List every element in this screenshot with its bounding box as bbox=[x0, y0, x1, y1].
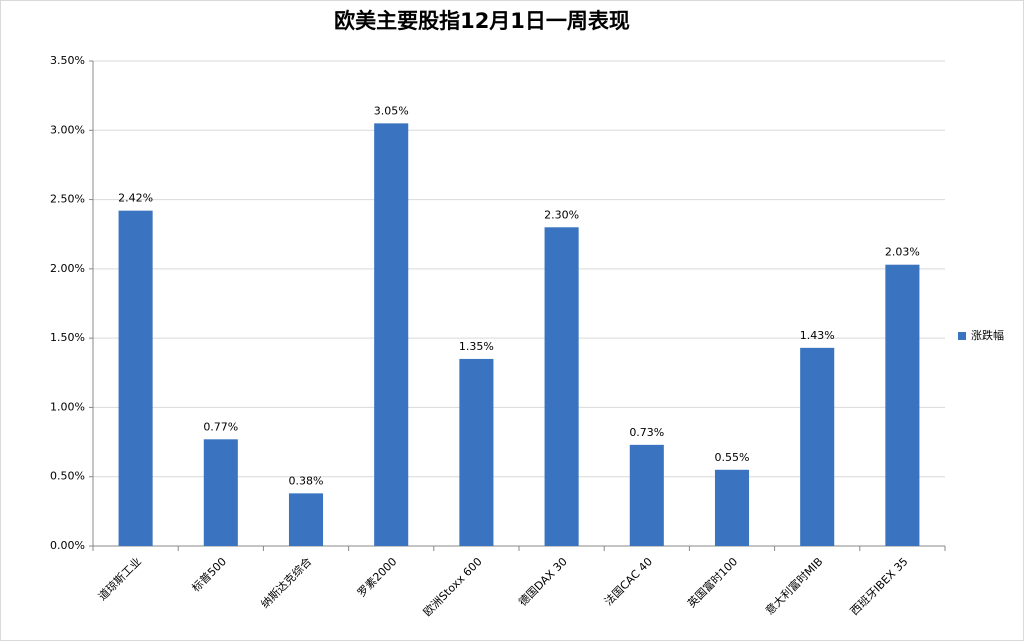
value-label: 1.35% bbox=[459, 340, 494, 353]
legend-label: 涨跌幅 bbox=[971, 328, 1004, 342]
bar bbox=[629, 444, 664, 546]
bar bbox=[544, 227, 579, 547]
bar bbox=[885, 264, 920, 546]
chart-title: 欧美主要股指12月1日一周表现 bbox=[334, 9, 630, 33]
value-label: 0.38% bbox=[289, 474, 324, 487]
y-tick-label: 3.50% bbox=[50, 54, 85, 67]
value-label: 0.73% bbox=[629, 426, 664, 439]
value-label: 0.55% bbox=[715, 451, 750, 464]
value-label: 2.03% bbox=[885, 246, 920, 259]
y-tick-label: 1.00% bbox=[50, 400, 85, 413]
value-label: 0.77% bbox=[203, 420, 238, 433]
value-label: 2.30% bbox=[544, 208, 579, 221]
legend-swatch bbox=[958, 332, 966, 340]
bar bbox=[459, 358, 494, 546]
bar bbox=[800, 347, 835, 546]
value-label: 3.05% bbox=[374, 104, 409, 117]
bar bbox=[288, 493, 324, 546]
y-tick-label: 2.50% bbox=[50, 193, 85, 206]
y-tick-label: 0.50% bbox=[50, 470, 85, 483]
bar bbox=[203, 439, 238, 546]
y-tick-label: 1.50% bbox=[50, 331, 85, 344]
y-tick-label: 2.00% bbox=[50, 262, 85, 275]
bar bbox=[714, 469, 750, 546]
bar bbox=[118, 210, 153, 546]
value-label: 1.43% bbox=[800, 329, 835, 342]
y-tick-label: 3.00% bbox=[50, 123, 85, 136]
y-tick-label: 0.00% bbox=[50, 539, 85, 552]
value-label: 2.42% bbox=[118, 192, 153, 205]
bar bbox=[374, 123, 409, 546]
